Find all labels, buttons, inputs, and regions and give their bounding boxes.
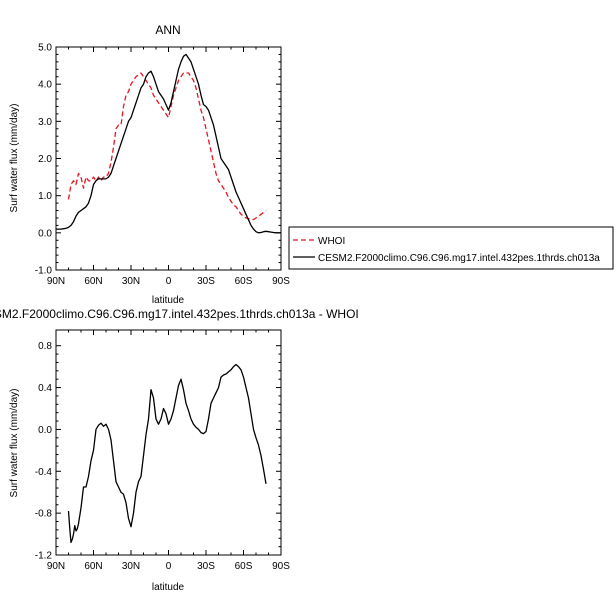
bottom-x-tick-label: 60S [235,561,253,572]
legend-box [288,226,614,270]
top-y-tick-label: 2.0 [38,154,52,165]
bottom-y-tick-label: -0.4 [35,467,53,478]
bottom-x-tick-label: 90S [272,561,290,572]
bottom-y-tick-label: -0.8 [35,509,53,520]
bottom-y-tick-label: -1.2 [35,551,53,562]
legend: WHOI CESM2.F2000climo.C96.C96.mg17.intel… [288,226,614,270]
bottom-y-tick-label: 0.4 [38,383,52,394]
top-series-lines [56,53,281,234]
bottom-x-tick-label: 30N [122,561,140,572]
bottom-x-axis-label: latitude [152,582,185,593]
top-panel: ANN 90N 60N 30N 0 30S 60S 90S -1.0 0.0 1.0 2.0 3.0 4… [9,23,290,306]
bottom-y-tick-label: 0.8 [38,341,52,352]
top-plot-frame [55,46,282,271]
top-y-tick-label: 4.0 [38,80,52,91]
bottom-x-tick-label: 30S [197,561,215,572]
top-x-tick-label: 30S [197,276,215,287]
bottom-series-line-a [67,363,267,544]
top-x-tick-label: 90N [47,276,65,287]
top-x-axis-label: latitude [152,295,185,306]
top-chart-title: ANN [155,23,180,37]
top-series-line-a [67,72,267,221]
bottom-axis-ticks: 90N 60N 30N 0 30S 60S 90S -1.2 -0.8 -0.4 0.0 0.4 0.8 [35,330,290,572]
top-y-tick-label: -1.0 [35,266,53,277]
top-y-tick-label: 5.0 [38,43,52,54]
bottom-chart-title: CESM2.F2000climo.C96.C96.mg17.intel.432p… [0,307,359,321]
top-x-tick-label: 60N [84,276,102,287]
legend-label-whoi: WHOI [318,236,345,247]
bottom-panel: CESM2.F2000climo.C96.C96.mg17.intel.432p… [0,307,359,593]
top-x-tick-label: 30N [122,276,140,287]
top-y-tick-label: 3.0 [38,117,52,128]
top-x-tick-label: 0 [166,276,172,287]
bottom-x-tick-label: 90N [47,561,65,572]
top-y-axis-label: Surf water flux (mm/day) [9,104,20,213]
bottom-x-tick-label: 0 [166,561,172,572]
bottom-plot-frame [55,329,282,556]
bottom-x-tick-label: 60N [84,561,102,572]
bottom-series-lines [67,363,267,544]
bottom-y-axis-label: Surf water flux (mm/day) [9,389,20,498]
legend-label-cesm2: CESM2.F2000climo.C96.C96.mg17.intel.432p… [318,253,600,264]
top-y-tick-label: 0.0 [38,228,52,239]
top-x-tick-label: 90S [272,276,290,287]
top-axis-ticks: 90N 60N 30N 0 30S 60S 90S -1.0 0.0 1.0 2.0 3.0 4.0 5.… [35,43,290,288]
top-x-tick-label: 60S [235,276,253,287]
top-series-line-b [56,53,281,234]
bottom-y-tick-label: 0.0 [38,425,52,436]
top-y-tick-label: 1.0 [38,191,52,202]
